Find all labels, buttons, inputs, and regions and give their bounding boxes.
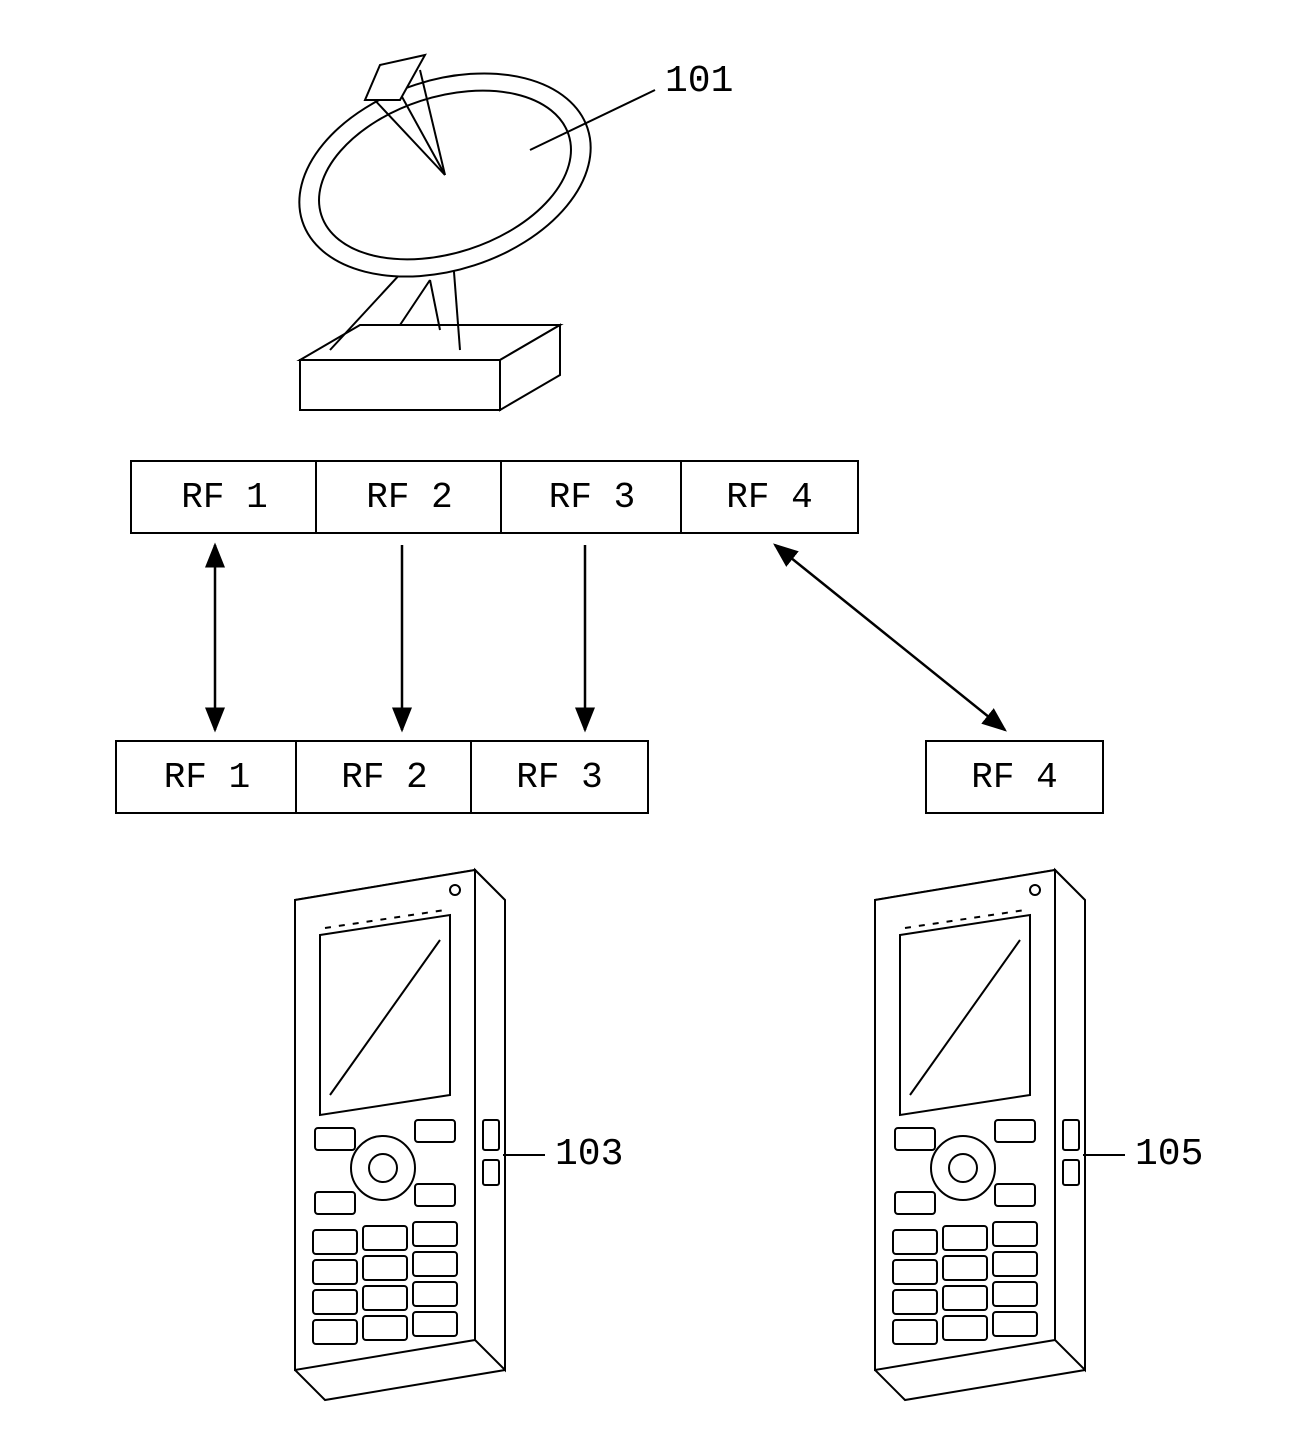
rf-box-label: RF 3 <box>549 477 635 518</box>
rf-br-4: RF 4 <box>925 740 1104 814</box>
phone-right-label: 105 <box>1135 1133 1203 1176</box>
diagram-canvas: 101 RF 1 RF 2 RF 3 RF 4 RF 1 RF 2 RF 3 R… <box>0 0 1299 1450</box>
rf-box-label: RF 1 <box>164 757 250 798</box>
rf-box-label: RF 1 <box>181 477 267 518</box>
rf-top-2: RF 2 <box>315 460 504 534</box>
phone-left-label: 103 <box>555 1133 623 1176</box>
phone-right <box>0 0 1299 1450</box>
arrows-overlay <box>0 0 1299 1450</box>
rf-top-1: RF 1 <box>130 460 319 534</box>
rf-top-4: RF 4 <box>680 460 859 534</box>
satellite-dish <box>0 0 1299 1450</box>
rf-box-label: RF 2 <box>366 477 452 518</box>
rf-box-label: RF 4 <box>726 477 812 518</box>
rf-bl-3: RF 3 <box>470 740 649 814</box>
rf-bl-1: RF 1 <box>115 740 299 814</box>
satellite-label: 101 <box>665 60 733 103</box>
phone-left <box>0 0 1299 1450</box>
rf-top-3: RF 3 <box>500 460 684 534</box>
rf-box-label: RF 2 <box>341 757 427 798</box>
rf-bl-2: RF 2 <box>295 740 474 814</box>
rf-box-label: RF 4 <box>971 757 1057 798</box>
rf-box-label: RF 3 <box>516 757 602 798</box>
